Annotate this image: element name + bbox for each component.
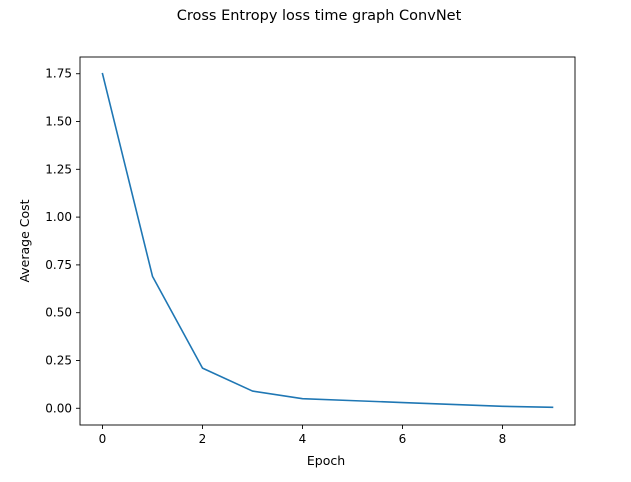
x-axis-label: Epoch (307, 453, 345, 468)
x-tick-label: 8 (499, 432, 507, 446)
y-tick-label: 0.75 (45, 258, 72, 272)
x-tick-label: 4 (299, 432, 307, 446)
chart-title: Cross Entropy loss time graph ConvNet (177, 8, 462, 24)
y-tick-label: 1.50 (45, 115, 72, 129)
y-tick-label: 1.00 (45, 210, 72, 224)
y-axis-ticks: 0.00 0.25 0.50 0.75 1.00 1.25 1.50 1.75 (45, 67, 80, 415)
y-tick-label: 0.50 (45, 306, 72, 320)
x-axis-ticks: 0 2 4 6 8 (99, 425, 507, 446)
series-layer (101, 72, 554, 409)
y-axis-label: Average Cost (17, 199, 32, 282)
y-tick-label: 1.75 (45, 67, 72, 81)
x-tick-label: 6 (399, 432, 407, 446)
y-tick-label: 1.25 (45, 162, 72, 176)
series-line-0 (101, 72, 554, 409)
y-tick-label: 0.25 (45, 353, 72, 367)
y-tick-label: 0.00 (45, 401, 72, 415)
x-tick-label: 0 (99, 432, 107, 446)
x-tick-label: 2 (199, 432, 207, 446)
plot-area: 0 2 4 6 8 0.00 0.25 0.50 0.75 1.00 1.25 1.50 1.75 (45, 56, 576, 446)
axes-frame (79, 56, 576, 426)
